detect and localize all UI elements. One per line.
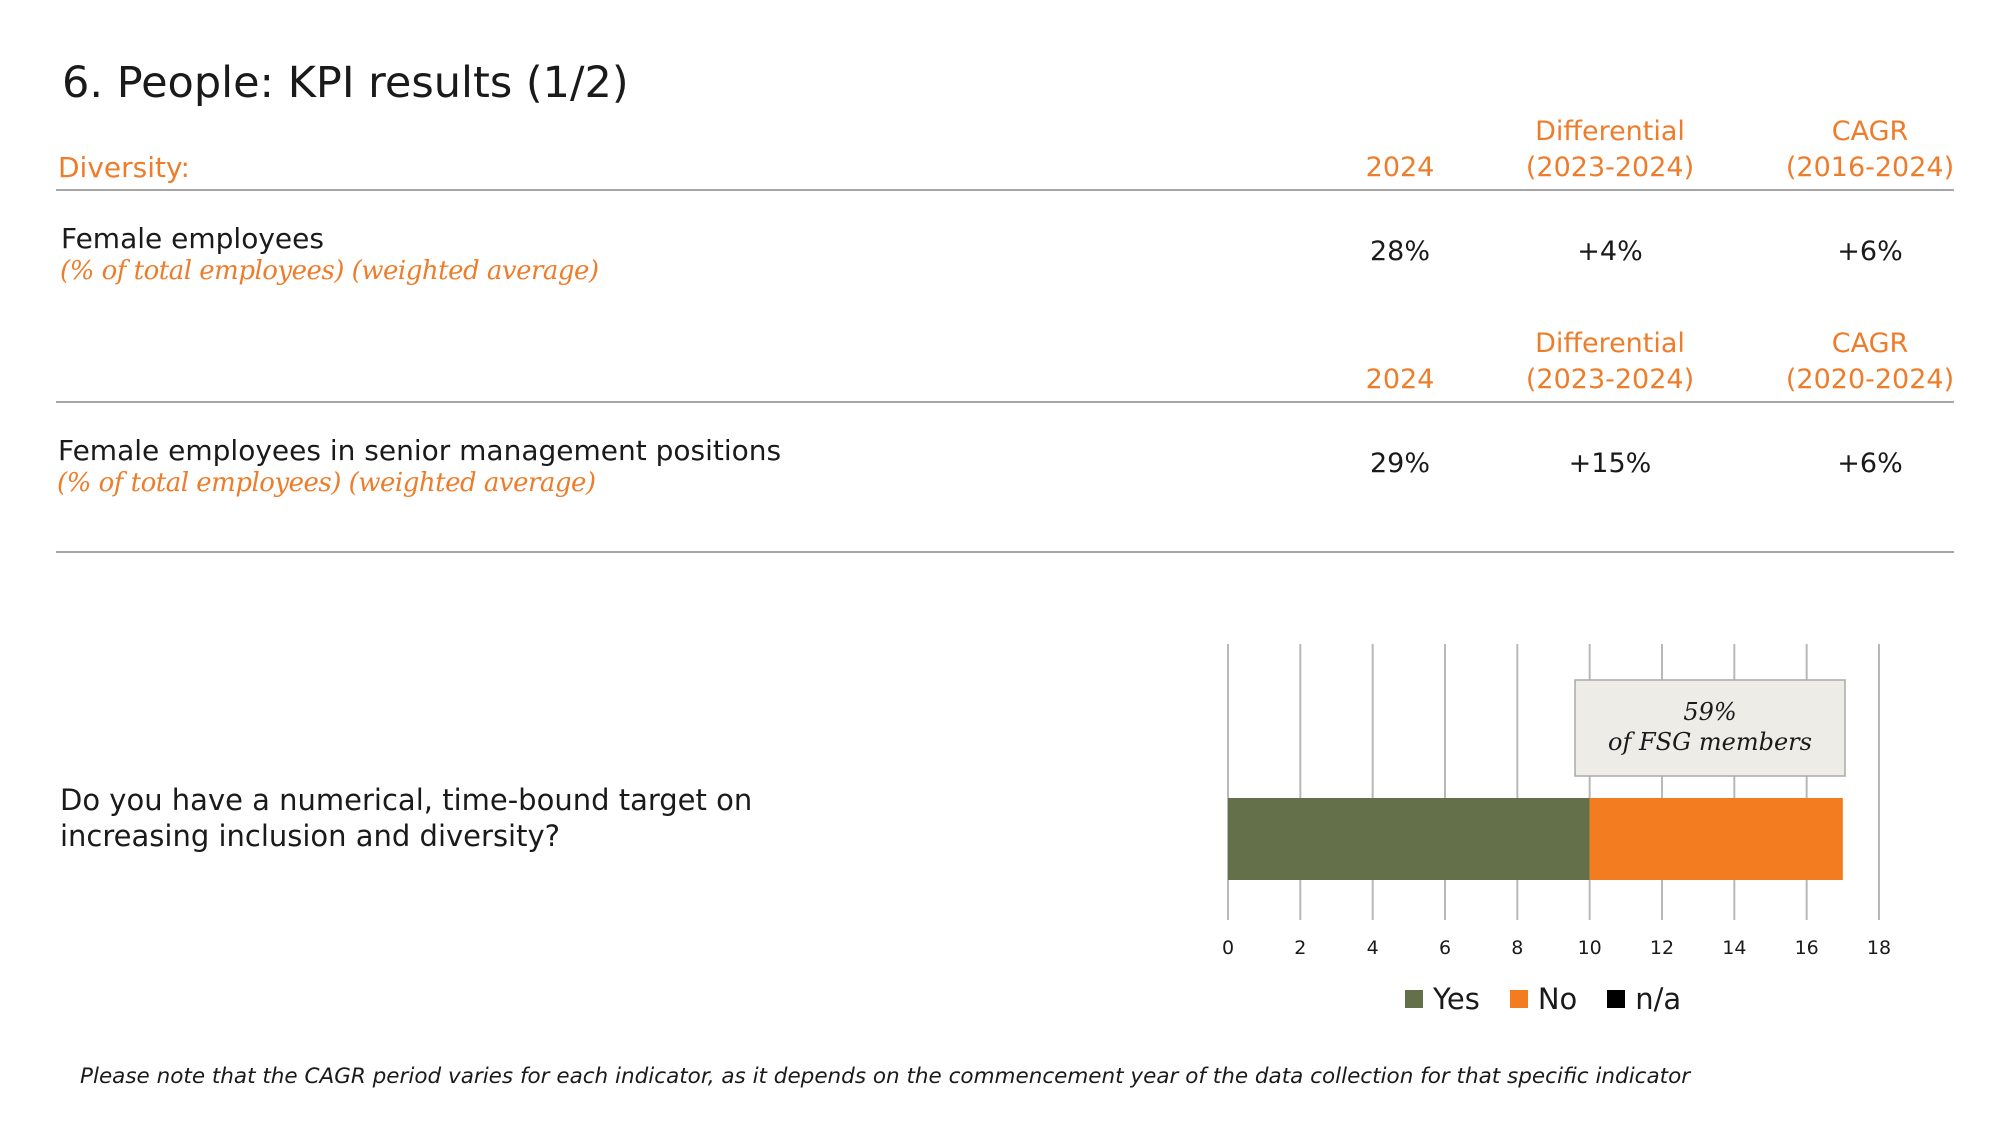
- section-label: Diversity:: [58, 151, 190, 184]
- legend-swatch: [1405, 990, 1423, 1008]
- stacked-bar-chart: 59%of FSG members 0 2 4 6 8 10 12 14 16 18: [1222, 644, 1891, 959]
- table2-row-label: Female employees in senior management po…: [58, 434, 782, 467]
- chart-question: Do you have a numerical, time-bound targ…: [60, 782, 752, 854]
- legend-swatch: [1607, 990, 1626, 1008]
- x-tick-label: 6: [1439, 937, 1451, 959]
- x-tick-label: 16: [1795, 937, 1819, 959]
- legend-item-n-a: n/a: [1607, 982, 1681, 1016]
- table2-diff-header-line2: (2023-2024): [1525, 364, 1695, 395]
- chart-legend: Yes No n/a: [1405, 982, 1711, 1016]
- footnote: Please note that the CAGR period varies …: [80, 1064, 1691, 1089]
- table1-row-sub: (% of total employees) (weighted average…: [60, 256, 599, 286]
- table1-cagr-header: CAGR (2016-2024): [1760, 114, 1980, 186]
- x-tick-label: 18: [1867, 937, 1891, 959]
- x-tick-label: 8: [1511, 937, 1523, 959]
- table1-cagr-header-line1: CAGR: [1831, 116, 1909, 147]
- table1-cagr-value: +6%: [1837, 236, 1903, 267]
- table1-diff-header-line2: (2023-2024): [1525, 152, 1695, 183]
- x-tick-label: 14: [1722, 937, 1746, 959]
- table1-cagr-header-line2: (2016-2024): [1785, 152, 1955, 183]
- table1-diff-header-line1: Differential: [1535, 116, 1685, 147]
- bar-no: [1589, 798, 1843, 880]
- annotation-box: [1574, 679, 1846, 777]
- table2-cagr-value: +6%: [1837, 448, 1903, 479]
- legend-label: Yes: [1433, 982, 1480, 1016]
- x-tick-label: 2: [1294, 937, 1306, 959]
- legend-item-no: No: [1509, 982, 1578, 1016]
- legend-swatch: [1509, 990, 1528, 1008]
- chart-x-ticks: 0 2 4 6 8 10 12 14 16 18: [1222, 937, 1891, 959]
- table1-header-rule: [56, 189, 1954, 191]
- table1-row-label: Female employees: [61, 222, 324, 255]
- annotation-line2: of FSG members: [1608, 728, 1812, 756]
- legend-label: No: [1537, 982, 1578, 1016]
- table2-year-value: 29%: [1369, 448, 1430, 479]
- table2-diff-value: +15%: [1568, 448, 1652, 479]
- table2-cagr-header-line2: (2020-2024): [1785, 364, 1955, 395]
- x-tick-label: 10: [1578, 937, 1602, 959]
- x-tick-label: 12: [1650, 937, 1674, 959]
- question-line1: Do you have a numerical, time-bound targ…: [60, 783, 753, 817]
- x-tick-label: 0: [1222, 937, 1234, 959]
- table1-diff-value: +4%: [1577, 236, 1643, 267]
- table1-diff-header: Differential (2023-2024): [1500, 114, 1720, 186]
- table2-diff-header-line1: Differential: [1535, 328, 1685, 359]
- table2-header-rule: [56, 401, 1954, 403]
- table2-year-header: 2024: [1365, 364, 1435, 395]
- legend-label: n/a: [1635, 982, 1682, 1016]
- chart-bars: [1228, 798, 1843, 880]
- table1-year-value: 28%: [1369, 236, 1430, 267]
- legend-item-yes: Yes: [1405, 982, 1480, 1016]
- bar-yes: [1228, 798, 1590, 880]
- table1-year-header: 2024: [1365, 152, 1435, 183]
- page-title: 6. People: KPI results (1/2): [62, 58, 629, 108]
- table2-row-sub: (% of total employees) (weighted average…: [57, 468, 596, 498]
- table2-cagr-header: CAGR (2020-2024): [1760, 326, 1980, 398]
- table2-cagr-header-line1: CAGR: [1831, 328, 1909, 359]
- table-bottom-rule: [56, 551, 1954, 553]
- question-line2: increasing inclusion and diversity?: [60, 819, 561, 853]
- x-tick-label: 4: [1367, 937, 1379, 959]
- annotation-line1: 59%: [1683, 698, 1736, 726]
- table2-diff-header: Differential (2023-2024): [1500, 326, 1720, 398]
- chart-annotation: 59%of FSG members: [1574, 679, 1846, 777]
